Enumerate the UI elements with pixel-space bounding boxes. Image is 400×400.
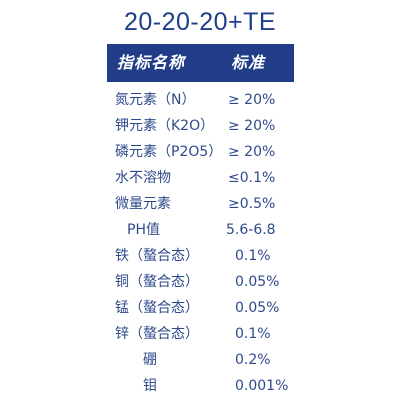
- table-row: 氮元素（N） ≥ 20%: [0, 87, 400, 113]
- indicator-value: 0.05%: [235, 300, 280, 316]
- table-row: 微量元素 ≥0.5%: [0, 191, 400, 217]
- indicator-name: 锌（螯合态）: [115, 326, 199, 342]
- table-row: 锌（螯合态） 0.1%: [0, 321, 400, 347]
- table-row: PH值 5.6-6.8: [0, 217, 400, 243]
- table-row: 钾元素（K2O） ≥ 20%: [0, 113, 400, 139]
- header-name-label: 指标名称: [117, 53, 186, 72]
- table-row: 磷元素（P2O5） ≥ 20%: [0, 139, 400, 165]
- table-row: 铁（螯合态） 0.1%: [0, 243, 400, 269]
- indicator-value: 0.1%: [235, 248, 271, 264]
- indicator-name: 钾元素（K2O）: [115, 118, 215, 134]
- indicator-name: PH值: [127, 222, 160, 238]
- table-row: 硼 0.2%: [0, 347, 400, 373]
- indicator-value: 0.1%: [235, 326, 271, 342]
- indicator-name: 锰（螯合态）: [115, 300, 199, 316]
- indicator-value: 5.6-6.8: [226, 222, 276, 238]
- header-standard-label: 标准: [231, 53, 266, 72]
- indicator-name: 铜（螯合态）: [115, 274, 199, 290]
- table-row: 钼 0.001%: [0, 373, 400, 399]
- table-header: 指标名称 标准: [107, 44, 294, 82]
- indicator-value: ≥ 20%: [228, 118, 276, 134]
- indicator-value: ≤0.1%: [228, 170, 276, 186]
- indicator-value: ≥ 20%: [228, 92, 276, 108]
- indicator-value: ≥0.5%: [228, 196, 276, 212]
- indicator-name: 氮元素（N）: [115, 92, 196, 108]
- indicator-name: 铁（螯合态）: [115, 248, 199, 264]
- table-row: 水不溶物 ≤0.1%: [0, 165, 400, 191]
- indicator-name: 微量元素: [115, 196, 171, 212]
- indicator-value: ≥ 20%: [228, 144, 276, 160]
- indicator-value: 0.2%: [235, 352, 271, 368]
- indicator-value: 0.001%: [235, 378, 289, 394]
- indicator-name: 水不溶物: [115, 170, 171, 186]
- table-row: 铜（螯合态） 0.05%: [0, 269, 400, 295]
- product-title: 20-20-20+TE: [123, 8, 277, 36]
- indicator-name: 硼: [143, 352, 157, 368]
- table-row: 锰（螯合态） 0.05%: [0, 295, 400, 321]
- indicator-name: 钼: [143, 378, 157, 394]
- indicator-name: 磷元素（P2O5）: [115, 144, 223, 160]
- indicator-value: 0.05%: [235, 274, 280, 290]
